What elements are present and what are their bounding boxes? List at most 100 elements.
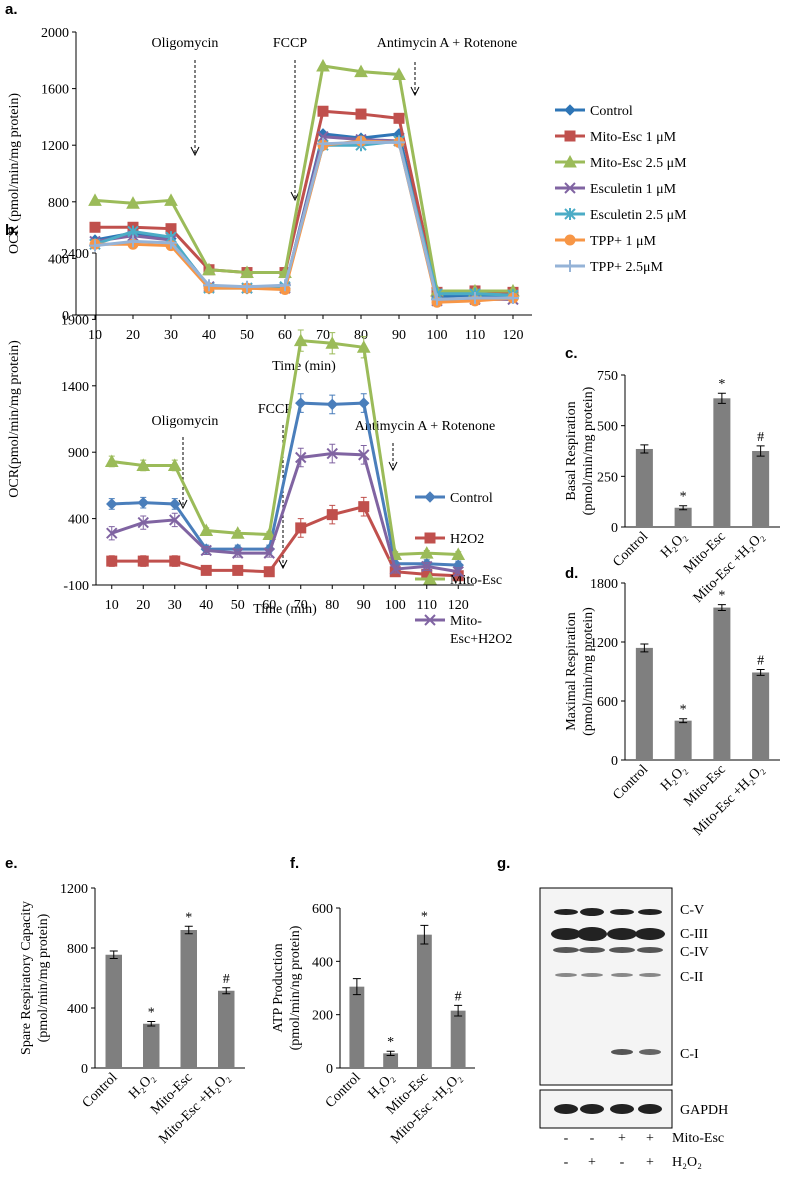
panel-label: b. (5, 222, 18, 239)
error-bar (420, 924, 429, 945)
marker (230, 526, 245, 539)
x-tick-label: 120 (503, 328, 524, 343)
y-tick-label: 0 (81, 1062, 88, 1077)
significance: * (185, 910, 192, 925)
arrow-head (388, 461, 398, 472)
legend-label: Mito-Esc 2.5 μM (590, 156, 687, 171)
y-axis-title: (pmol/min/mg protein) (36, 913, 51, 1042)
marker (469, 292, 481, 305)
marker (295, 451, 307, 464)
significance: * (718, 377, 725, 392)
marker (169, 498, 181, 510)
x-tick-label: 10 (105, 598, 119, 613)
x-tick-label: 120 (448, 598, 469, 613)
significance: * (148, 1006, 155, 1021)
y-axis-title: OCR(pmol/min/mg protein) (7, 340, 22, 498)
legend-label: TPP+ 2.5μM (590, 260, 664, 275)
error-bar (717, 604, 726, 612)
x-tick-label: 30 (168, 598, 182, 613)
y-tick-label: 1200 (41, 139, 69, 154)
lane-sign: - (564, 1155, 569, 1170)
marker (355, 108, 367, 120)
bar (713, 398, 731, 527)
marker (200, 544, 212, 557)
band-label: C-II (680, 970, 704, 985)
x-tick-label: 100 (427, 328, 448, 343)
marker (106, 527, 118, 539)
marker (293, 333, 308, 347)
marker (507, 292, 519, 305)
annotation: Oligomycin (152, 36, 219, 51)
arrow-head (410, 86, 420, 97)
marker (317, 137, 329, 150)
marker (389, 563, 401, 575)
x-tick-label: H₂O₂ (658, 762, 690, 794)
marker (203, 279, 215, 292)
y-tick-label: 1900 (61, 313, 89, 328)
line (111, 504, 459, 578)
x-tick-label: 110 (465, 328, 485, 343)
marker (169, 514, 181, 526)
line (111, 339, 459, 557)
x-tick-label: 60 (278, 328, 292, 343)
marker (451, 547, 466, 560)
band-label: C-I (680, 1047, 699, 1062)
lane-sign: - (620, 1155, 625, 1170)
marker (126, 196, 140, 209)
y-tick-label: 400 (48, 252, 69, 267)
lane-sign: + (646, 1155, 654, 1170)
x-tick-label: 50 (231, 598, 245, 613)
y-axis-title: Maximal Respiration (564, 612, 579, 731)
marker (424, 614, 436, 626)
x-axis-title: Time (min) (253, 602, 317, 617)
panel-label: d. (565, 565, 578, 582)
marker (452, 566, 464, 578)
marker (262, 527, 277, 541)
marker (564, 130, 576, 142)
x-tick-label: 100 (385, 598, 406, 613)
marker (325, 336, 340, 349)
panel-label: e. (5, 855, 18, 872)
marker (89, 221, 101, 233)
marker (563, 154, 577, 168)
bar (105, 954, 122, 1068)
x-axis-title: Time (min) (272, 359, 336, 374)
y-tick-label: 600 (597, 695, 618, 710)
significance: # (455, 989, 462, 1004)
y-tick-label: 750 (597, 369, 618, 384)
marker (263, 547, 275, 559)
annotation: Oligomycin (152, 414, 219, 429)
marker (421, 560, 433, 573)
x-tick-label: 40 (202, 328, 216, 343)
x-tick-label: 90 (357, 598, 371, 613)
lane-sign: + (646, 1131, 654, 1146)
bar (450, 1010, 466, 1068)
arrow-head (178, 499, 188, 510)
y-tick-label: 0 (611, 754, 618, 769)
error-bar (679, 718, 688, 724)
y-axis-title: Spare Respiratory Capacity (19, 901, 34, 1055)
marker (88, 193, 102, 206)
x-tick-label: 60 (262, 598, 276, 613)
y-tick-label: 1200 (60, 882, 88, 897)
y-tick-label: 1400 (61, 380, 89, 395)
annotation: FCCP (258, 402, 292, 417)
bar (349, 986, 365, 1068)
marker (241, 280, 253, 293)
legend-label: TPP+ 1 μM (590, 234, 657, 249)
x-tick-label: 30 (164, 328, 178, 343)
lane-sign: + (588, 1155, 596, 1170)
y-tick-label: 400 (312, 955, 333, 970)
panel-label: f. (290, 855, 299, 872)
marker (355, 136, 367, 149)
x-tick-label: Mito-Esc +H₂O₂ (156, 1070, 233, 1147)
legend-label-line: Mito- (450, 614, 482, 629)
y-tick-label: -100 (63, 579, 89, 594)
y-axis-title: (pmol/min/ng protein) (288, 925, 303, 1050)
marker (564, 208, 576, 220)
legend-label: Mito- Esc+H2O2 (450, 614, 512, 647)
marker (393, 136, 405, 149)
band-label: GAPDH (680, 1103, 728, 1118)
